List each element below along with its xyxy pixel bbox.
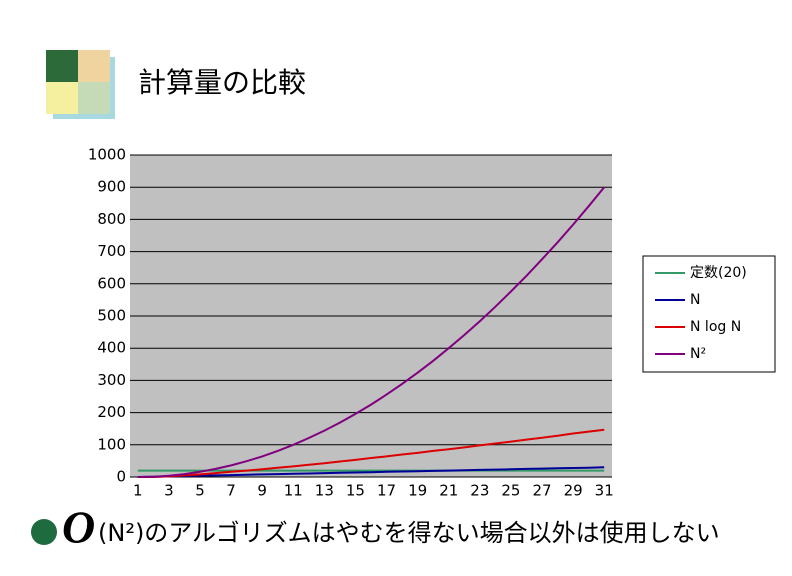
y-tick-label: 1000 bbox=[88, 146, 126, 164]
x-tick-label: 1 bbox=[133, 482, 143, 500]
x-tick-label: 15 bbox=[346, 482, 365, 500]
legend-label: N log N bbox=[690, 319, 741, 335]
y-tick-label: 100 bbox=[97, 435, 126, 453]
y-tick-label: 800 bbox=[97, 210, 126, 228]
series-line bbox=[137, 428, 605, 478]
x-tick-label: 17 bbox=[377, 482, 396, 500]
x-tick-label: 29 bbox=[564, 482, 583, 500]
x-tick-label: 21 bbox=[439, 482, 458, 500]
series-line bbox=[137, 186, 605, 478]
y-tick-label: 200 bbox=[97, 403, 126, 421]
x-tick-label: 27 bbox=[532, 482, 551, 500]
y-tick-label: 900 bbox=[97, 178, 126, 196]
x-tick-label: 3 bbox=[164, 482, 174, 500]
slide-title: 計算量の比較 bbox=[138, 66, 306, 99]
x-tick-label: 5 bbox=[195, 482, 205, 500]
y-tick-label: 700 bbox=[97, 242, 126, 260]
y-tick-label: 0 bbox=[116, 468, 126, 486]
x-tick-label: 11 bbox=[284, 482, 303, 500]
bullet bbox=[31, 519, 57, 545]
x-tick-label: 23 bbox=[470, 482, 489, 500]
y-tick-label: 400 bbox=[97, 339, 126, 357]
icon-square bbox=[78, 82, 110, 114]
y-tick-label: 500 bbox=[97, 307, 126, 325]
legend-box bbox=[642, 255, 776, 373]
legend-label: 定数(20) bbox=[690, 265, 747, 281]
y-tick-label: 600 bbox=[97, 274, 126, 292]
legend-label: N² bbox=[690, 346, 706, 362]
footnote: (N²)のアルゴリズムはやむを得ない場合以外は使用しない bbox=[98, 519, 720, 547]
x-tick-label: 13 bbox=[315, 482, 334, 500]
icon-square bbox=[46, 50, 78, 82]
x-tick-label: 31 bbox=[595, 482, 614, 500]
big-o: O bbox=[62, 502, 95, 553]
x-tick-label: 25 bbox=[501, 482, 520, 500]
x-tick-label: 9 bbox=[257, 482, 267, 500]
legend-label: N bbox=[690, 292, 700, 308]
icon-square bbox=[46, 82, 78, 114]
y-tick-label: 300 bbox=[97, 371, 126, 389]
x-tick-label: 19 bbox=[408, 482, 427, 500]
series-line bbox=[137, 466, 605, 478]
icon-square bbox=[78, 50, 110, 82]
x-tick-label: 7 bbox=[226, 482, 236, 500]
